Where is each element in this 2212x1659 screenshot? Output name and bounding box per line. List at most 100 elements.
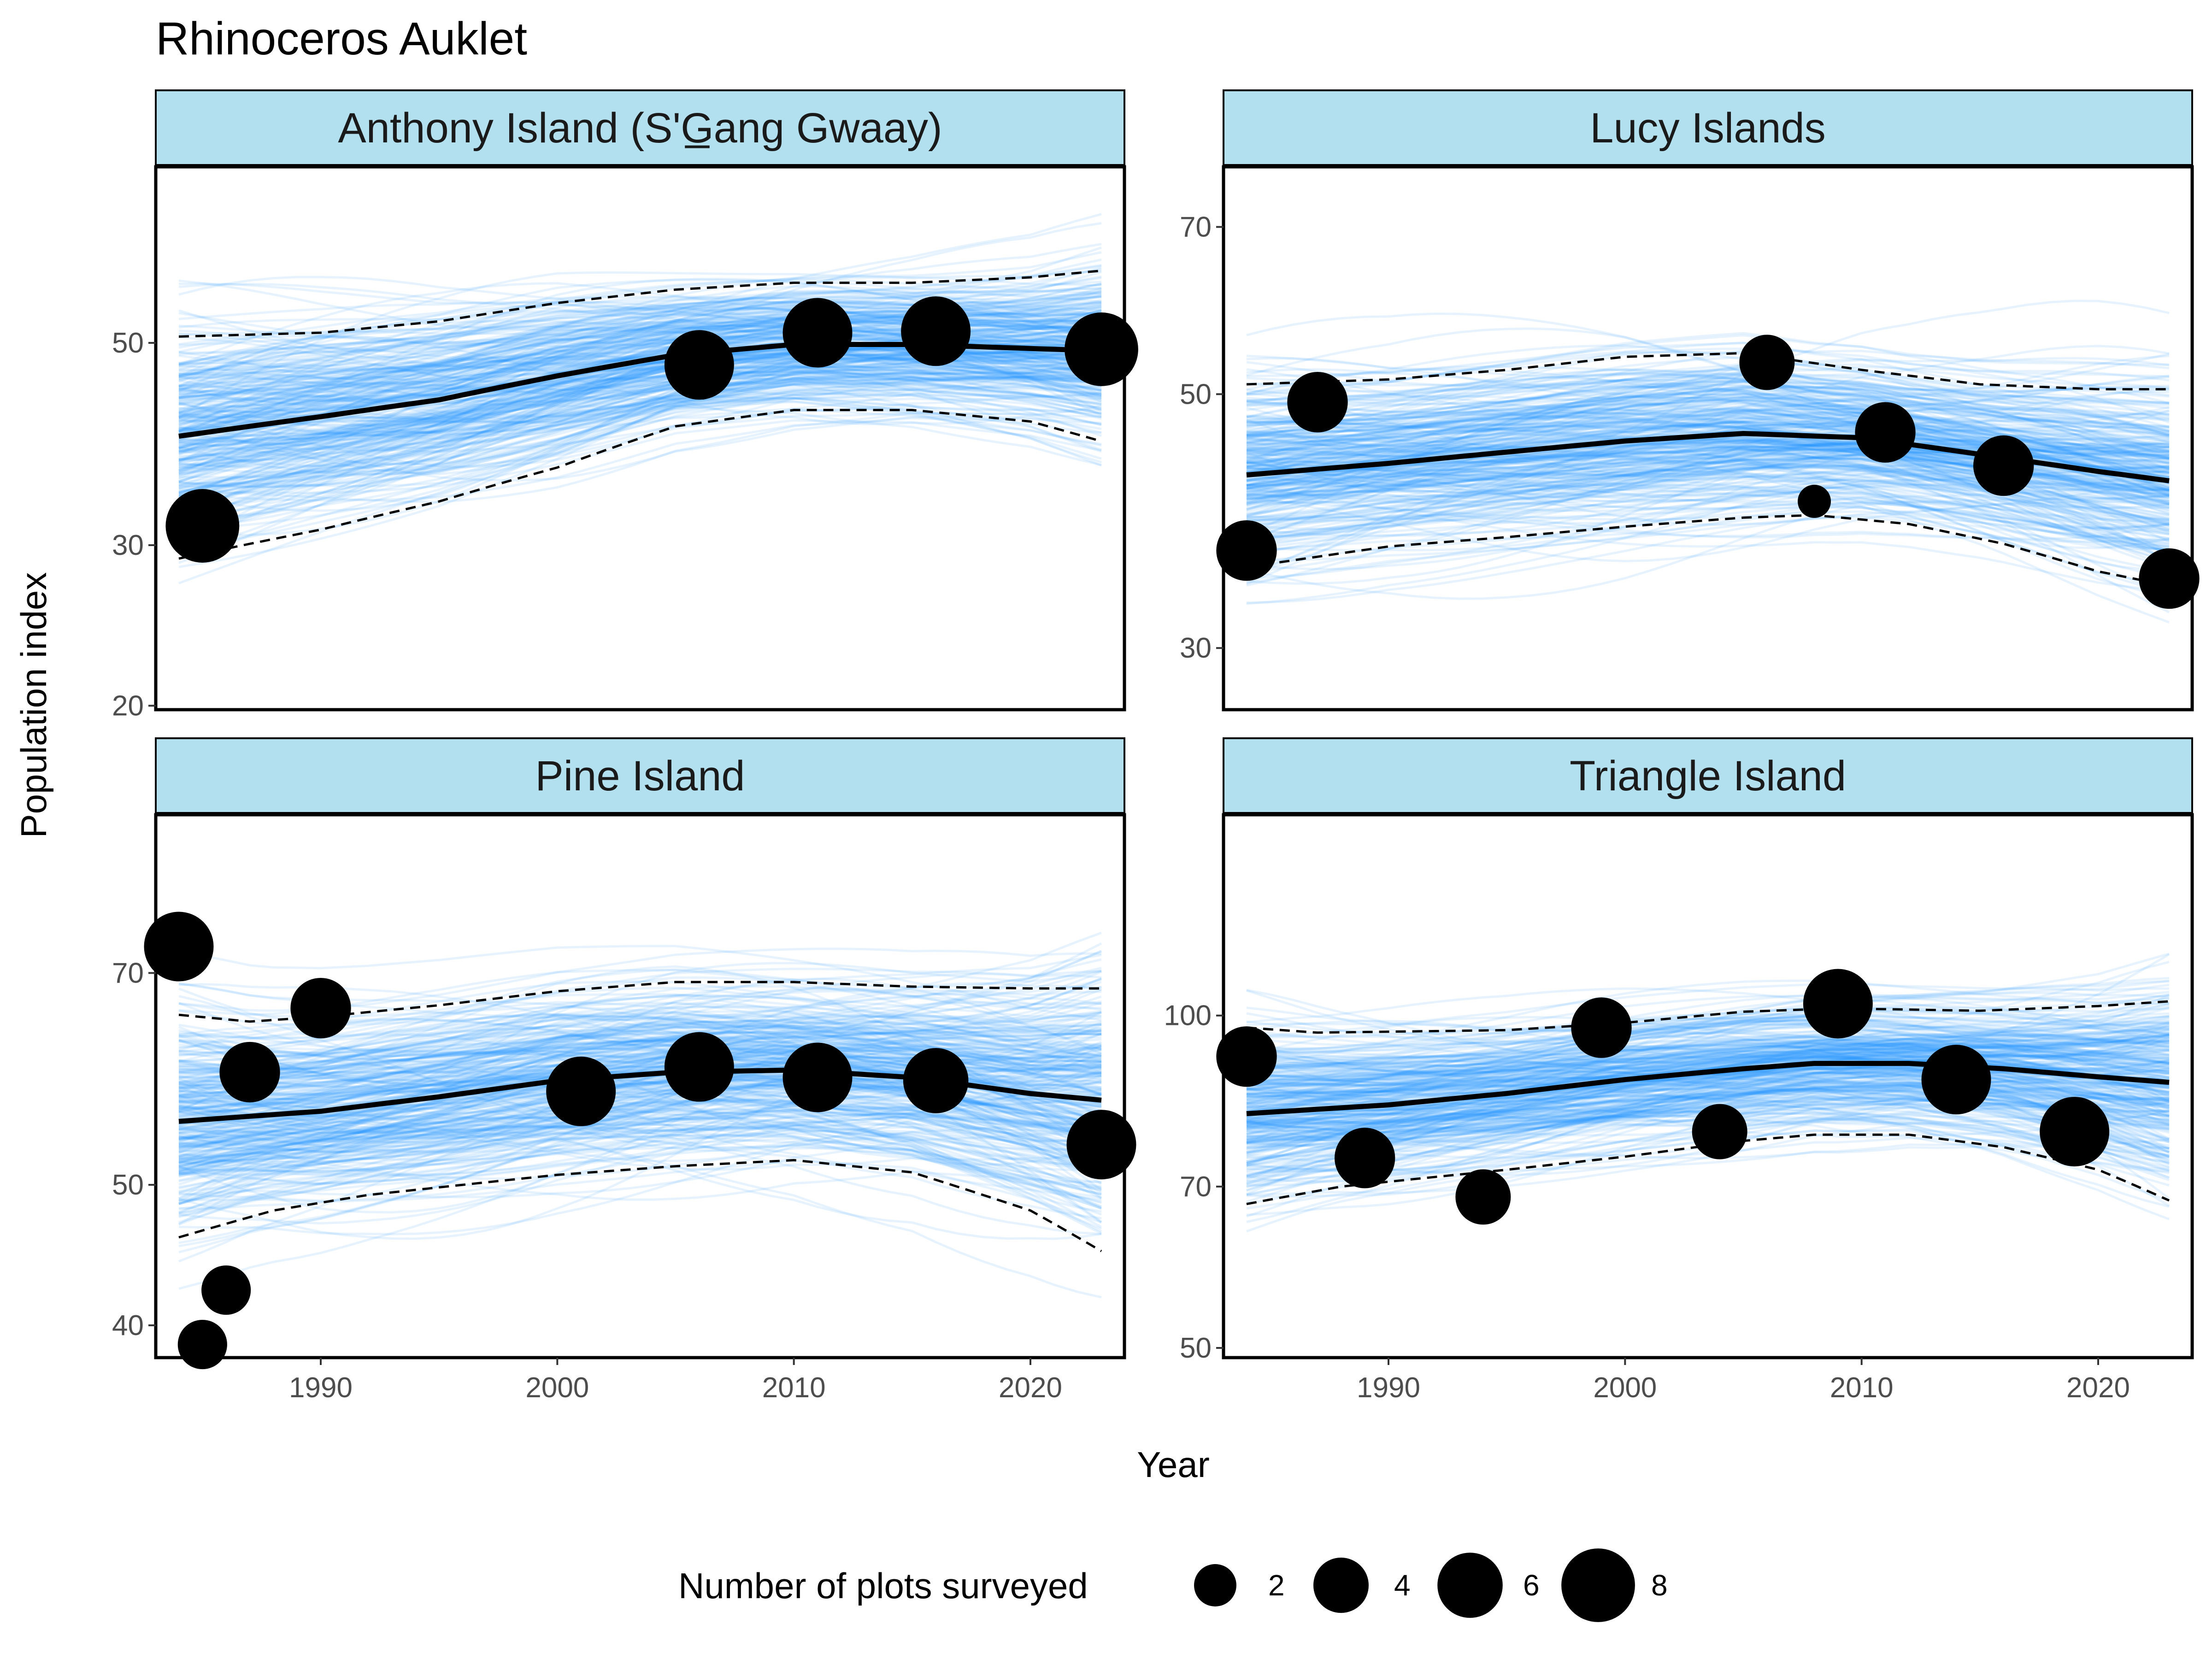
posterior-draw-line: [1246, 993, 2170, 1068]
posterior-draw-line: [178, 393, 1102, 550]
posterior-draw-line: [1246, 385, 2170, 458]
posterior-draw-line: [1246, 436, 2170, 585]
posterior-draw-line: [178, 265, 1102, 329]
posterior-draw-line: [178, 1044, 1102, 1214]
posterior-draw-line: [178, 365, 1102, 474]
posterior-draw-line: [1246, 1033, 2170, 1098]
posterior-draw-line: [1246, 357, 2170, 388]
posterior-draw-line: [1246, 380, 2170, 422]
posterior-draw-line: [1246, 420, 2170, 471]
posterior-draw-line: [178, 1124, 1102, 1189]
posterior-draw-line: [178, 1131, 1102, 1199]
panels: Anthony Island (S'G̲ang Gwaay)203050Lucy…: [112, 89, 2200, 1404]
posterior-draw-line: [1246, 1047, 2170, 1141]
posterior-draw-line: [1246, 996, 2170, 1068]
posterior-draw-line: [178, 1046, 1101, 1178]
posterior-draw-line: [1246, 373, 2170, 449]
posterior-draw-line: [1246, 433, 2170, 529]
posterior-draw-line: [1246, 1036, 2170, 1095]
posterior-draw-line: [1246, 1018, 2170, 1165]
posterior-draw-line: [1246, 1087, 2170, 1163]
posterior-draw-line: [1246, 1003, 2170, 1089]
posterior-draw-line: [178, 1032, 1102, 1129]
posterior-draw-line: [1246, 980, 2170, 1093]
posterior-draw-line: [1246, 409, 2170, 453]
observation-point: [1798, 484, 1831, 518]
posterior-draw-line: [1246, 1088, 2170, 1167]
posterior-draw-line: [178, 396, 1102, 555]
x-axis: 1990 2000 2010 2020: [289, 1358, 1062, 1404]
posterior-draw-line: [1246, 1045, 2170, 1147]
y-tick-label: 70: [1180, 1171, 1212, 1203]
posterior-draw-line: [1246, 1070, 2170, 1187]
posterior-draw-line: [178, 1125, 1102, 1168]
panel-strip-label: Triangle Island: [1570, 753, 1846, 800]
posterior-draw-line: [178, 1134, 1102, 1204]
x-tick-label: 2000: [525, 1372, 589, 1404]
posterior-draw-line: [1246, 1007, 2170, 1055]
posterior-draw-line: [178, 1124, 1102, 1206]
posterior-draw-line: [178, 394, 1102, 524]
posterior-draw-line: [1246, 1032, 2170, 1102]
posterior-draw-line: [178, 958, 1102, 1054]
posterior-draw-line: [1246, 1087, 2170, 1156]
posterior-draw-line: [1246, 394, 2170, 459]
posterior-draw-line: [1246, 1023, 2170, 1054]
y-tick-label: 30: [112, 529, 144, 561]
posterior-draw-line: [178, 392, 1102, 522]
posterior-draw-line: [1246, 1082, 2170, 1153]
posterior-draw-line: [178, 399, 1102, 466]
posterior-draw-line: [1246, 960, 2170, 1065]
posterior-draw-line: [1246, 1063, 2170, 1113]
posterior-draw-line: [1246, 435, 2170, 573]
posterior-draw-line: [1246, 1085, 2170, 1128]
posterior-draw-line: [1246, 982, 2169, 1039]
posterior-draw-line: [1246, 1054, 2170, 1134]
posterior-draw-line: [1246, 1045, 2170, 1172]
posterior-draw-line: [1246, 1142, 2170, 1188]
posterior-draw-line: [178, 1145, 1102, 1213]
posterior-draw-line: [1246, 1033, 2170, 1071]
posterior-draw-line: [1246, 992, 2170, 1073]
posterior-draw-line: [1246, 1050, 2170, 1127]
posterior-draw-line: [178, 1024, 1102, 1146]
posterior-draw-line: [1246, 1068, 2170, 1082]
legend-key-label: 6: [1523, 1569, 1540, 1602]
posterior-draw-line: [1246, 425, 2170, 526]
posterior-draw-line: [178, 1137, 1102, 1215]
observation-point: [144, 912, 214, 982]
observation-point: [1803, 969, 1873, 1039]
posterior-draw-line: [178, 378, 1102, 500]
posterior-draw-line: [178, 994, 1102, 1058]
posterior-draw-line: [178, 1012, 1102, 1062]
posterior-draw-line: [1246, 1015, 2170, 1086]
posterior-draw-line: [1246, 980, 2170, 1090]
posterior-draw-line: [1246, 1065, 2170, 1125]
posterior-draw-line: [1246, 471, 2170, 624]
posterior-draw-line: [1246, 498, 2170, 571]
posterior-draw-line: [1246, 493, 2170, 552]
posterior-draw-line: [1246, 1074, 2170, 1136]
posterior-draw-line: [1246, 1063, 2170, 1133]
posterior-draw-line: [1246, 380, 2170, 440]
posterior-draw-line: [1246, 491, 2170, 540]
posterior-draw-line: [1246, 1026, 2170, 1094]
posterior-draw-line: [1246, 369, 2170, 407]
posterior-draw-line: [1246, 1059, 2170, 1111]
posterior-draw-line: [1246, 466, 2170, 526]
posterior-draw-line: [178, 945, 1102, 1022]
posterior-draw-line: [178, 374, 1102, 450]
posterior-draw-line: [1246, 1075, 2170, 1166]
posterior-draw-line: [1246, 451, 2170, 585]
posterior-draw-line: [178, 1014, 1102, 1055]
posterior-draw-line: [178, 1012, 1102, 1074]
posterior-draw-line: [178, 1036, 1102, 1066]
posterior-draw-line: [178, 1002, 1102, 1067]
posterior-draw-line: [178, 397, 1102, 490]
posterior-draw-line: [1246, 376, 2170, 447]
x-tick-label: 2020: [2066, 1372, 2130, 1404]
posterior-draw-line: [1246, 1075, 2170, 1136]
posterior-draw-line: [178, 371, 1102, 489]
posterior-draw-line: [1246, 385, 2170, 459]
posterior-draw-line: [1246, 953, 2170, 1091]
